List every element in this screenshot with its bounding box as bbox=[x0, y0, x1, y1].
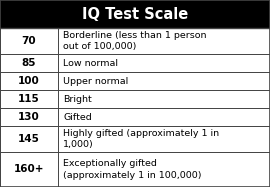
Bar bbox=[0, 90, 270, 108]
Text: 130: 130 bbox=[18, 112, 40, 122]
Text: 100: 100 bbox=[18, 76, 40, 86]
Bar bbox=[0, 28, 270, 54]
Bar bbox=[0, 108, 270, 126]
Bar bbox=[0, 152, 270, 187]
Text: Bright: Bright bbox=[63, 94, 92, 103]
Text: 85: 85 bbox=[22, 58, 36, 68]
Text: IQ Test Scale: IQ Test Scale bbox=[82, 7, 188, 22]
Text: 145: 145 bbox=[18, 134, 40, 144]
Text: 160+: 160+ bbox=[14, 165, 44, 174]
Bar bbox=[0, 54, 270, 72]
Text: 115: 115 bbox=[18, 94, 40, 104]
Text: Gifted: Gifted bbox=[63, 113, 92, 122]
Bar bbox=[0, 72, 270, 90]
Text: Upper normal: Upper normal bbox=[63, 76, 128, 85]
Bar bbox=[0, 126, 270, 152]
Text: 70: 70 bbox=[22, 36, 36, 46]
Text: Low normal: Low normal bbox=[63, 59, 118, 68]
Text: Exceptionally gifted
(approximately 1 in 100,000): Exceptionally gifted (approximately 1 in… bbox=[63, 160, 201, 180]
Text: Borderline (less than 1 person
out of 100,000): Borderline (less than 1 person out of 10… bbox=[63, 31, 207, 51]
Bar bbox=[0, 0, 270, 28]
Text: Highly gifted (approximately 1 in
1,000): Highly gifted (approximately 1 in 1,000) bbox=[63, 129, 219, 149]
